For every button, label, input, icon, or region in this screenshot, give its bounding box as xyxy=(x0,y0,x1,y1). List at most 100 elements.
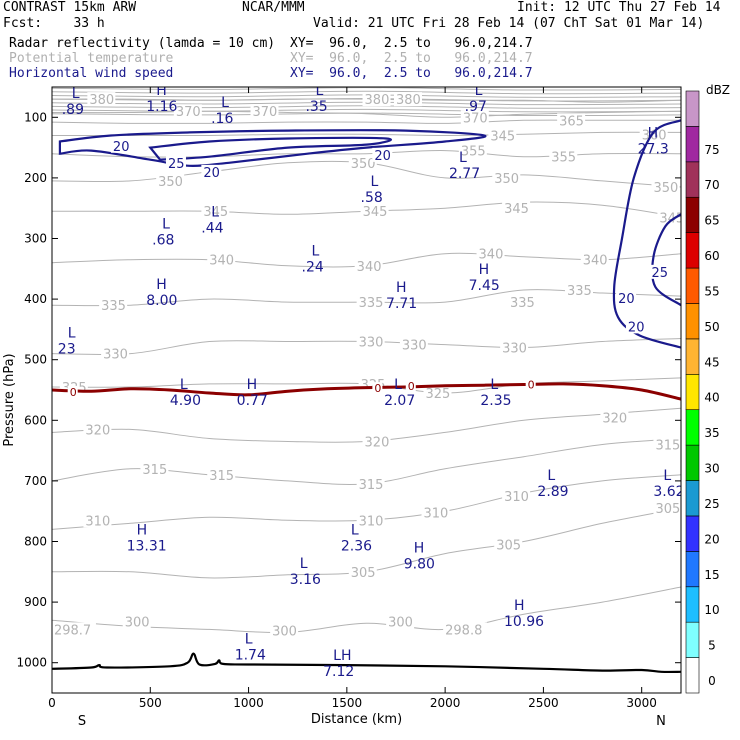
extremum-value: 0.77 xyxy=(237,393,268,409)
theta-label: 315 xyxy=(209,469,234,484)
theta-isentrope-370 xyxy=(52,110,681,118)
theta-label: 340 xyxy=(583,254,608,269)
x-tick-label: 2000 xyxy=(430,696,461,710)
colorbar-label: 55 xyxy=(704,284,719,298)
extremum-type: L xyxy=(312,244,320,260)
theta-label-bg xyxy=(494,537,523,552)
theta-label-bg xyxy=(356,295,385,310)
theta-label: 330 xyxy=(502,342,527,357)
theta-label: 315 xyxy=(142,463,167,478)
theta-label-bg xyxy=(502,489,531,504)
theta-label: 300 xyxy=(125,615,150,630)
theta-label-bg xyxy=(393,92,422,107)
colorbar-label: 75 xyxy=(704,143,719,157)
theta-label-bg xyxy=(653,437,681,452)
extremum-value: 1.74 xyxy=(235,648,266,664)
theta-label-bg xyxy=(83,422,112,437)
wind-label-bg xyxy=(616,290,637,305)
south-label: S xyxy=(78,714,86,729)
theta-label: 305 xyxy=(496,539,521,554)
colorbar-label: 65 xyxy=(704,214,719,228)
extremum-type: H xyxy=(648,126,659,142)
extremum-type: H xyxy=(414,541,425,557)
theta-label-bg xyxy=(580,252,609,267)
theta-label-bg xyxy=(460,110,489,125)
wind-label-bg xyxy=(110,138,131,153)
colorbar-label: 25 xyxy=(704,497,719,511)
theta-label: 355 xyxy=(551,151,576,166)
extremum-type: L xyxy=(459,150,467,166)
theta-label: 350 xyxy=(494,172,519,187)
theta-label: 298.8 xyxy=(445,623,482,638)
theta-label: 350 xyxy=(653,181,678,196)
theta-label-bg xyxy=(488,128,517,143)
extremum-type: H xyxy=(247,377,258,393)
theta-isentrope-upper xyxy=(52,108,681,113)
extremum-type: L xyxy=(351,522,359,538)
x-tick-label: 500 xyxy=(139,696,162,710)
colorbar-segment xyxy=(685,480,700,517)
theta-label-bg xyxy=(386,614,415,629)
extremum-value: .35 xyxy=(305,99,327,115)
wind-contour-20 xyxy=(58,129,487,167)
valid-time: Valid: 21 UTC Fri 28 Feb 14 (07 ChT Sat … xyxy=(313,16,705,31)
theta-label: 350 xyxy=(351,157,376,172)
model-title: CONTRAST 15km ARW xyxy=(3,0,137,15)
colorbar-unit: dBZ xyxy=(706,83,730,97)
theta-isentrope-upper xyxy=(52,87,681,91)
extremum-type: L xyxy=(221,95,229,111)
theta-label: 300 xyxy=(388,615,413,630)
wind-label: 20 xyxy=(374,149,391,164)
freezing-label: 0 xyxy=(528,379,535,392)
theta-label: 345 xyxy=(203,205,228,220)
freezing-label-bg xyxy=(405,379,416,392)
y-tick-label: 200 xyxy=(24,171,47,185)
theta-label: 320 xyxy=(85,423,110,438)
theta-label: 310 xyxy=(504,490,529,505)
colorbar-segment xyxy=(685,586,700,623)
theta-label: 315 xyxy=(655,439,680,454)
extremum-value: 2.77 xyxy=(449,166,480,182)
extremum-type: L xyxy=(663,468,671,484)
extremum-value: .44 xyxy=(201,220,223,236)
theta-label-bg xyxy=(507,295,536,310)
extremum-type: H xyxy=(137,522,148,538)
field-reflectivity-xy: XY= 96.0, 2.5 to 96.0,214.7 xyxy=(290,36,533,51)
theta-label-bg xyxy=(356,334,385,349)
theta-label-bg xyxy=(83,513,112,528)
y-tick-label: 300 xyxy=(24,232,47,246)
extremum-value: 7.45 xyxy=(469,278,500,294)
extremum-value: 7.12 xyxy=(323,664,354,680)
y-tick-label: 400 xyxy=(24,292,47,306)
extremum-value: .68 xyxy=(152,232,174,248)
freezing-label: 0 xyxy=(374,382,381,395)
theta-label: 305 xyxy=(655,502,680,517)
theta-isentrope-365 xyxy=(52,119,681,125)
theta-label-bg xyxy=(502,201,531,216)
theta-label: 380 xyxy=(365,93,390,108)
colorbar-label: 5 xyxy=(708,639,716,653)
wind-label: 20 xyxy=(113,140,130,155)
colorbar-segment xyxy=(685,551,700,588)
theta-label-bg xyxy=(360,204,389,219)
theta-label-bg xyxy=(173,104,202,119)
y-tick-label: 700 xyxy=(24,474,47,488)
field-wind-xy: XY= 96.0, 2.5 to 96.0,214.7 xyxy=(290,66,533,81)
extremum-type: L xyxy=(180,377,188,393)
extremum-value: 2.07 xyxy=(384,393,415,409)
plot-frame xyxy=(51,86,682,694)
wind-label-bg xyxy=(625,319,646,334)
theta-label: 310 xyxy=(359,514,384,529)
colorbar-segment xyxy=(685,303,700,340)
theta-label-bg xyxy=(600,410,629,425)
theta-label: 370 xyxy=(463,111,488,126)
theta-label: 315 xyxy=(359,478,384,493)
extremum-value: 3.62 xyxy=(653,484,684,500)
colorbar-label: 50 xyxy=(704,320,719,334)
terrain-line xyxy=(52,652,681,674)
theta-label-bg xyxy=(52,622,96,637)
x-tick-label: 0 xyxy=(48,696,56,710)
